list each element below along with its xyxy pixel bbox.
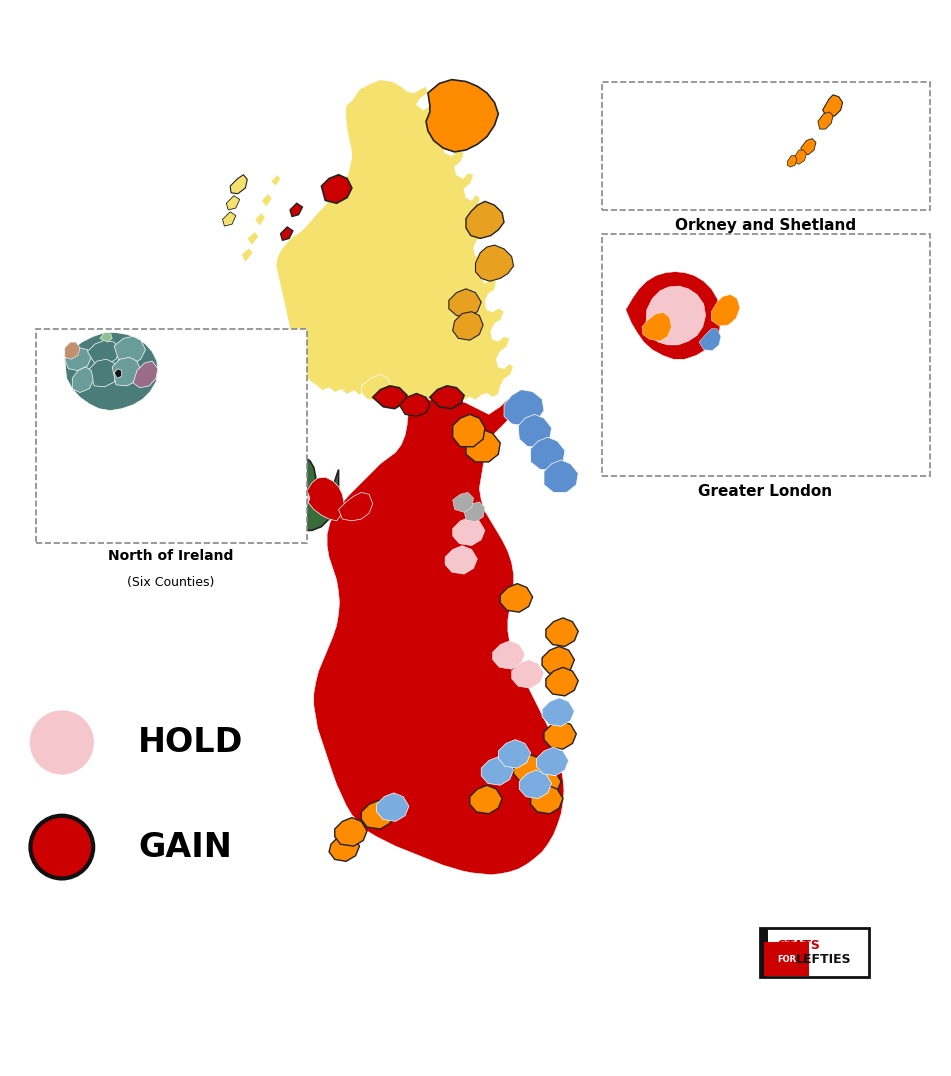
Polygon shape (498, 739, 531, 768)
Polygon shape (512, 660, 544, 689)
Polygon shape (247, 231, 259, 245)
Polygon shape (453, 518, 485, 546)
Polygon shape (504, 390, 544, 426)
Polygon shape (426, 80, 498, 152)
Polygon shape (531, 437, 565, 469)
Polygon shape (453, 493, 474, 512)
Polygon shape (89, 359, 118, 386)
Polygon shape (787, 156, 797, 167)
Text: LEFTIES: LEFTIES (796, 952, 851, 966)
Polygon shape (262, 194, 272, 207)
Polygon shape (542, 647, 574, 675)
Polygon shape (449, 288, 481, 317)
FancyBboxPatch shape (36, 329, 307, 542)
Polygon shape (801, 139, 816, 155)
Polygon shape (470, 785, 502, 813)
Polygon shape (464, 501, 485, 522)
Polygon shape (493, 640, 525, 669)
Polygon shape (373, 386, 407, 409)
Polygon shape (230, 174, 247, 194)
Polygon shape (760, 928, 767, 977)
Polygon shape (699, 329, 721, 351)
Polygon shape (626, 272, 721, 359)
Text: Greater London: Greater London (698, 484, 833, 499)
Polygon shape (536, 747, 569, 776)
Polygon shape (100, 332, 112, 342)
Polygon shape (642, 313, 671, 341)
Polygon shape (519, 770, 552, 798)
Polygon shape (321, 174, 352, 203)
FancyBboxPatch shape (760, 928, 869, 977)
Polygon shape (430, 386, 464, 409)
Polygon shape (306, 477, 344, 521)
Polygon shape (335, 818, 367, 846)
Polygon shape (112, 357, 141, 386)
Polygon shape (65, 342, 80, 359)
Polygon shape (544, 721, 576, 749)
Polygon shape (542, 697, 574, 726)
Polygon shape (65, 332, 158, 411)
Polygon shape (290, 203, 302, 216)
Polygon shape (72, 367, 93, 393)
Polygon shape (476, 245, 514, 281)
Polygon shape (466, 429, 500, 462)
Polygon shape (544, 461, 578, 493)
Polygon shape (646, 286, 706, 345)
FancyBboxPatch shape (602, 233, 930, 477)
Polygon shape (255, 213, 265, 226)
Text: FOR: FOR (777, 954, 796, 964)
Text: HOLD: HOLD (138, 726, 243, 759)
Polygon shape (453, 312, 483, 340)
Polygon shape (87, 340, 120, 365)
Polygon shape (361, 374, 392, 401)
Circle shape (30, 816, 93, 878)
Polygon shape (226, 196, 240, 210)
Text: (Six Counties): (Six Counties) (127, 576, 215, 589)
Text: STATS: STATS (777, 938, 820, 951)
Polygon shape (466, 201, 504, 239)
Polygon shape (314, 397, 564, 875)
Polygon shape (514, 755, 546, 783)
Polygon shape (500, 583, 533, 612)
Polygon shape (794, 150, 806, 165)
Text: GAIN: GAIN (138, 831, 232, 864)
Polygon shape (762, 930, 768, 976)
Polygon shape (114, 337, 146, 365)
Polygon shape (361, 801, 394, 829)
Polygon shape (445, 546, 477, 575)
Text: Orkney and Shetland: Orkney and Shetland (675, 217, 856, 232)
Polygon shape (518, 414, 552, 447)
Polygon shape (711, 295, 740, 326)
Polygon shape (529, 768, 561, 796)
Polygon shape (329, 833, 359, 862)
Polygon shape (276, 80, 514, 400)
Polygon shape (823, 95, 843, 117)
Polygon shape (281, 227, 293, 240)
Polygon shape (274, 457, 339, 530)
Polygon shape (339, 493, 373, 521)
Polygon shape (546, 667, 578, 696)
Polygon shape (546, 618, 578, 647)
Polygon shape (242, 247, 253, 263)
Polygon shape (531, 785, 563, 813)
Polygon shape (377, 793, 409, 821)
Polygon shape (65, 348, 91, 370)
Polygon shape (399, 394, 430, 416)
Polygon shape (271, 174, 281, 186)
Circle shape (30, 711, 93, 774)
Polygon shape (818, 112, 833, 129)
Polygon shape (114, 369, 122, 379)
Text: North of Ireland: North of Ireland (108, 550, 234, 564)
Polygon shape (223, 212, 236, 226)
Polygon shape (481, 756, 514, 785)
Polygon shape (133, 362, 158, 387)
Polygon shape (276, 485, 310, 515)
Polygon shape (453, 414, 485, 447)
FancyBboxPatch shape (602, 82, 930, 210)
